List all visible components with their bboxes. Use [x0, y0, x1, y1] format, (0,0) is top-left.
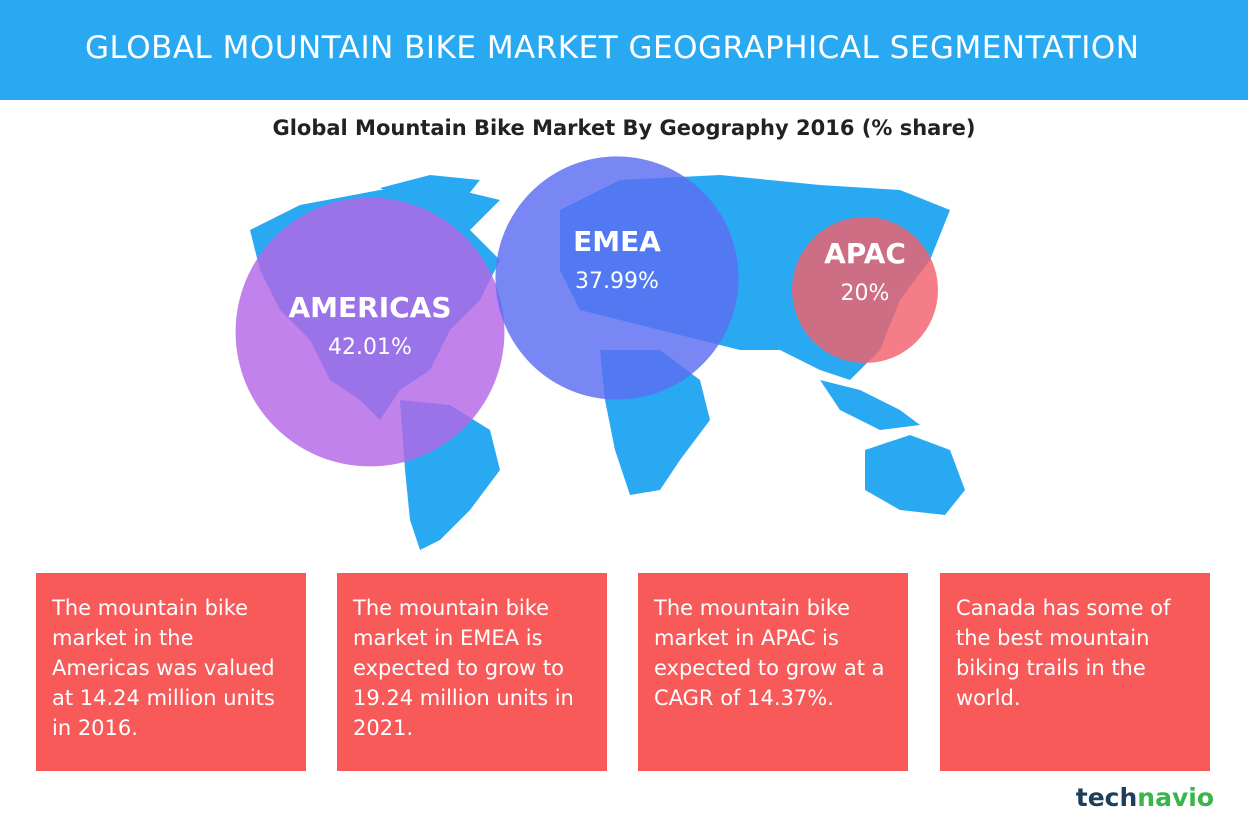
info-box: The mountain bike market in APAC is expe…: [638, 573, 908, 771]
bubble-label: AMERICAS: [288, 291, 451, 324]
bubble-label: EMEA: [573, 225, 661, 258]
info-box: The mountain bike market in the Americas…: [36, 573, 306, 771]
map: AMERICAS 42.01% EMEA 37.99% APAC 20%: [235, 156, 965, 550]
chart-title: Global Mountain Bike Market By Geography…: [272, 116, 976, 140]
banner: GLOBAL MOUNTAIN BIKE MARKET GEOGRAPHICAL…: [0, 0, 1248, 100]
banner-title: GLOBAL MOUNTAIN BIKE MARKET GEOGRAPHICAL…: [85, 30, 1140, 66]
info-box: Canada has some of the best mountain bik…: [940, 573, 1210, 771]
bubble: [235, 197, 505, 467]
value-label: 42.01%: [328, 335, 412, 360]
value-label: 20%: [841, 281, 890, 306]
value-label: 37.99%: [575, 269, 659, 294]
bubble: [495, 156, 739, 400]
logo: technavio: [1076, 783, 1214, 812]
bubble: [792, 217, 938, 363]
bubble-label: APAC: [824, 237, 906, 270]
info-box: The mountain bike market in EMEA is expe…: [337, 573, 607, 771]
logo-part: navio: [1137, 783, 1214, 812]
logo-part: tech: [1075, 783, 1138, 812]
